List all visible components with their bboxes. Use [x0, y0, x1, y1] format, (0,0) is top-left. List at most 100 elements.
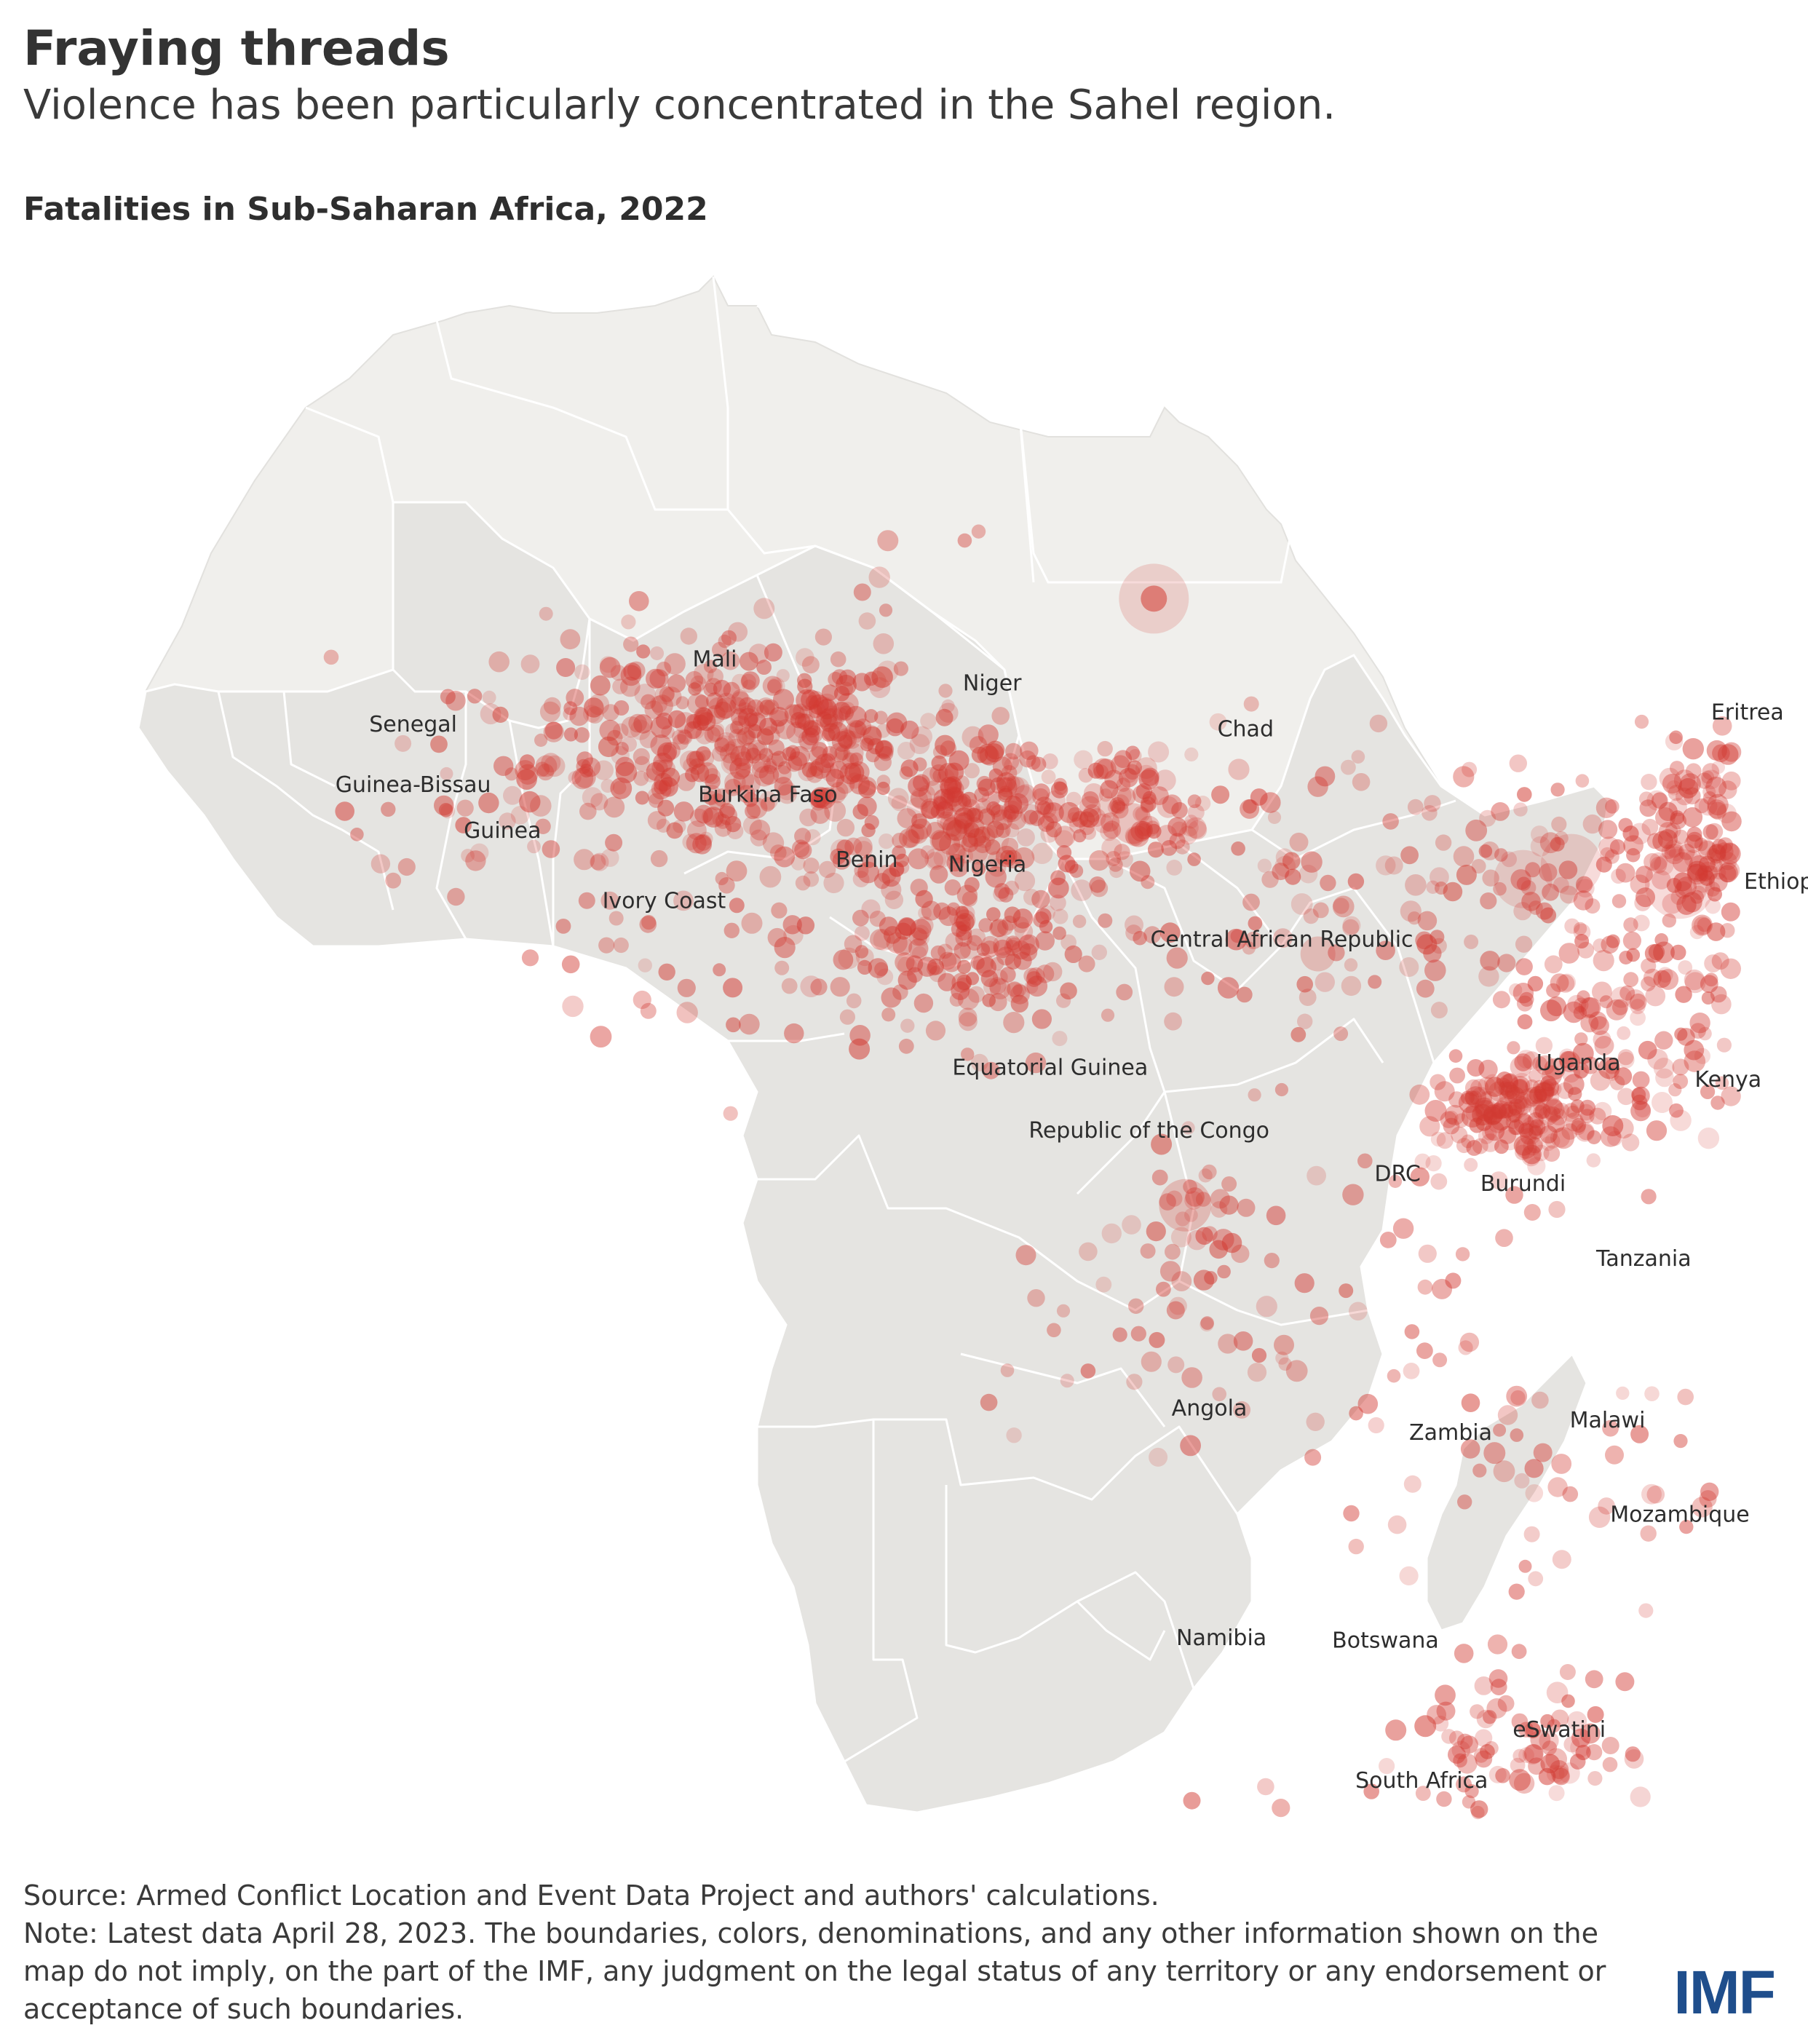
fatality-dot — [752, 742, 766, 756]
fatality-dot — [1468, 1090, 1482, 1104]
fatality-dot — [737, 708, 758, 729]
fatality-dot — [876, 781, 890, 796]
fatality-dot — [988, 791, 1002, 805]
fatality-dot — [1415, 1786, 1431, 1802]
fatality-dot — [1705, 898, 1721, 914]
fatality-dot — [713, 701, 733, 721]
fatality-dot — [1464, 1079, 1483, 1096]
fatality-dot — [1545, 1098, 1563, 1116]
fatality-dot — [1007, 810, 1026, 830]
fatality-dot — [1712, 716, 1732, 736]
fatality-dot — [1047, 877, 1069, 899]
fatality-dot — [998, 887, 1014, 903]
fatality-dot — [1641, 1189, 1657, 1205]
fatality-dot — [1507, 1041, 1520, 1055]
fatality-dot — [1453, 1753, 1467, 1768]
fatality-dot — [879, 833, 895, 849]
fatality-dot — [1678, 844, 1695, 860]
fatality-dot — [695, 833, 712, 851]
fatality-dot — [1430, 1131, 1446, 1147]
fatality-dot — [830, 782, 849, 801]
fatality-dot — [738, 697, 756, 715]
fatality-dot — [1416, 1342, 1433, 1359]
fatality-dot — [1589, 1107, 1606, 1125]
fatality-dot — [1146, 823, 1162, 839]
fatality-dot — [1111, 785, 1132, 807]
fatality-dot — [1457, 1494, 1472, 1510]
fatality-dot — [1506, 1385, 1528, 1407]
fatality-dot — [714, 737, 730, 753]
fatality-dot — [694, 804, 713, 824]
fatality-dot — [731, 673, 748, 690]
fatality-dot — [715, 814, 731, 829]
fatality-dot — [636, 644, 651, 659]
fatality-dot — [1404, 1324, 1420, 1339]
fatality-dot — [1013, 951, 1032, 970]
fatality-dot — [1001, 837, 1019, 855]
fatality-dot — [1219, 1195, 1239, 1215]
fatality-dot — [1699, 870, 1715, 886]
fatality-dot — [846, 720, 866, 740]
fatality-dot — [961, 835, 979, 852]
fatality-dot — [1704, 973, 1718, 987]
fatality-dot — [1686, 763, 1702, 779]
fatality-dot — [868, 566, 890, 588]
fatality-dot — [990, 956, 1004, 971]
fatality-dot — [1538, 1105, 1558, 1126]
fatality-dot — [958, 1007, 978, 1027]
fatality-dot — [897, 918, 916, 936]
fatality-dot — [673, 820, 686, 833]
fatality-dot — [1460, 1735, 1478, 1754]
fatality-dot — [530, 795, 552, 817]
fatality-dot — [653, 752, 673, 773]
fatality-dot — [602, 704, 619, 721]
fatality-dot — [1379, 1758, 1395, 1775]
fatality-dot — [715, 697, 737, 719]
fatality-dot — [1078, 768, 1093, 783]
fatality-dot — [590, 675, 611, 696]
fatality-dot — [837, 692, 859, 715]
fatality-dot — [1512, 1748, 1527, 1763]
large-fatality-event — [1141, 585, 1167, 612]
fatality-dot — [1528, 1069, 1542, 1083]
fatality-dot — [1678, 777, 1699, 799]
fatality-dot — [543, 721, 564, 742]
fatality-dot — [1130, 1326, 1146, 1342]
fatality-dot — [959, 940, 979, 959]
fatality-dot — [1480, 1743, 1495, 1759]
fatality-dot — [1508, 1119, 1525, 1136]
fatality-dot — [849, 720, 867, 739]
fatality-dot — [758, 764, 780, 785]
fatality-dot — [1635, 865, 1653, 884]
fatality-dot — [803, 857, 820, 874]
fatality-dot — [853, 836, 873, 856]
fatality-dot — [1493, 882, 1507, 896]
fatality-dot — [742, 792, 758, 807]
fatality-dot — [1097, 796, 1119, 818]
fatality-dot — [751, 753, 772, 773]
fatality-dot — [563, 701, 578, 716]
fatality-dot — [774, 937, 796, 959]
fatality-dot — [654, 685, 675, 705]
fatality-dot — [993, 886, 1009, 903]
fatality-dot — [1540, 999, 1562, 1022]
fatality-dot — [1151, 1169, 1168, 1186]
fatality-dot — [1550, 1709, 1569, 1727]
fatality-dot — [1430, 1002, 1448, 1019]
fatality-dot — [1135, 783, 1153, 800]
fatality-dot — [1684, 1050, 1706, 1072]
fatality-dot — [715, 871, 729, 886]
country-label-tanzania: Tanzania — [1595, 1246, 1692, 1272]
fatality-dot — [599, 656, 617, 673]
fatality-dot — [942, 817, 962, 837]
fatality-dot — [1668, 798, 1687, 817]
fatality-dot — [1561, 1103, 1581, 1122]
fatality-dot — [1242, 893, 1260, 911]
fatality-dot — [621, 614, 636, 630]
fatality-dot — [1587, 1130, 1601, 1145]
fatality-dot — [1529, 900, 1543, 915]
fatality-dot — [1043, 962, 1063, 982]
fatality-dot — [1542, 883, 1560, 901]
fatality-dot — [804, 829, 821, 846]
